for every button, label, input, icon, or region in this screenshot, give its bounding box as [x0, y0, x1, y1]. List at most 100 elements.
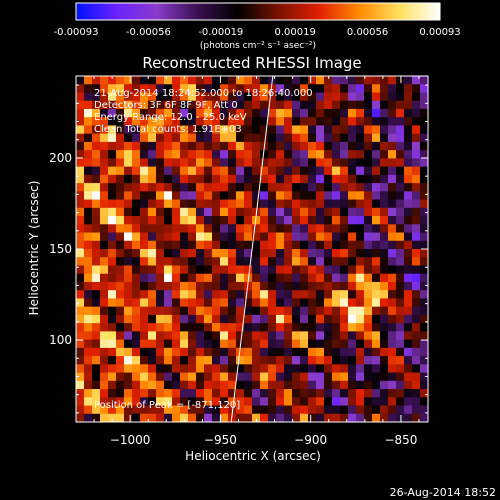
heatmap-cell — [364, 298, 373, 308]
heatmap-cell — [132, 166, 141, 176]
heatmap-cell — [116, 150, 125, 159]
heatmap-cell — [316, 207, 325, 217]
heatmap-cell — [356, 141, 365, 151]
heatmap-cell — [84, 166, 93, 176]
heatmap-cell — [388, 356, 397, 365]
heatmap-cell — [132, 257, 141, 266]
heatmap-cell — [292, 199, 301, 209]
heatmap-cell — [396, 207, 405, 217]
heatmap-cell — [140, 216, 149, 225]
heatmap-cell — [388, 183, 397, 192]
heatmap-cell — [220, 298, 229, 308]
heatmap-cell — [228, 224, 237, 233]
heatmap-cell — [332, 281, 341, 291]
heatmap-cell — [340, 166, 349, 176]
heatmap-cell — [76, 290, 85, 299]
heatmap-cell — [108, 314, 117, 324]
heatmap-cell — [228, 207, 237, 217]
heatmap-cell — [412, 273, 421, 283]
heatmap-cell — [332, 372, 341, 382]
heatmap-cell — [92, 347, 101, 357]
heatmap-cell — [308, 141, 317, 151]
heatmap-cell — [276, 150, 285, 159]
heatmap-cell — [236, 413, 245, 422]
heatmap-cell — [76, 84, 85, 93]
heatmap-cell — [188, 281, 197, 291]
heatmap-cell — [412, 298, 421, 308]
heatmap-cell — [132, 298, 141, 308]
heatmap-cell — [252, 364, 261, 373]
heatmap-cell — [308, 207, 317, 217]
heatmap-cell — [372, 141, 381, 151]
heatmap-cell — [364, 133, 373, 143]
heatmap-cell — [196, 207, 205, 217]
heatmap-cell — [196, 76, 205, 85]
heatmap-cell — [260, 183, 269, 192]
heatmap-cell — [188, 191, 197, 200]
heatmap-cell — [172, 232, 181, 242]
heatmap-cell — [108, 183, 117, 192]
heatmap-cell — [324, 141, 333, 151]
heatmap-cell — [156, 364, 165, 373]
heatmap-cell — [252, 413, 261, 422]
heatmap-cell — [300, 125, 309, 135]
heatmap-cell — [236, 158, 245, 168]
heatmap-cell — [204, 298, 213, 308]
heatmap-cell — [308, 257, 317, 266]
heatmap-cell — [284, 240, 293, 250]
heatmap-cell — [404, 240, 413, 250]
heatmap-cell — [124, 306, 133, 316]
heatmap-cell — [108, 331, 117, 341]
heatmap-cell — [316, 314, 325, 324]
heatmap-cell — [100, 273, 109, 283]
heatmap-cell — [420, 281, 428, 291]
heatmap-cell — [276, 372, 285, 382]
heatmap-cell — [268, 347, 277, 357]
heatmap-cell — [252, 339, 261, 349]
heatmap-cell — [420, 380, 428, 390]
heatmap-cell — [116, 290, 125, 299]
heatmap-cell — [324, 117, 333, 126]
heatmap-cell — [260, 364, 269, 373]
heatmap-cell — [180, 397, 189, 406]
heatmap-cell — [300, 323, 309, 332]
heatmap-cell — [276, 364, 285, 373]
heatmap-cell — [84, 174, 93, 184]
heatmap-cell — [292, 150, 301, 159]
heatmap-cell — [276, 92, 285, 102]
heatmap-cell — [308, 224, 317, 233]
heatmap-cell — [228, 174, 237, 184]
heatmap-cell — [132, 133, 141, 143]
heatmap-cell — [380, 125, 389, 135]
heatmap-cell — [252, 108, 261, 118]
heatmap-cell — [100, 249, 109, 258]
heatmap-cell — [124, 133, 133, 143]
heatmap-cell — [196, 199, 205, 209]
heatmap-cell — [116, 257, 125, 266]
heatmap-cell — [388, 240, 397, 250]
heatmap-cell — [132, 207, 141, 217]
heatmap-cell — [268, 273, 277, 283]
heatmap-cell — [292, 339, 301, 349]
heatmap-cell — [348, 100, 357, 110]
heatmap-cell — [340, 380, 349, 390]
heatmap-cell — [276, 331, 285, 341]
heatmap-cell — [132, 100, 141, 110]
heatmap-cell — [116, 397, 125, 406]
heatmap-cell — [260, 405, 269, 415]
heatmap-cell — [116, 413, 125, 422]
heatmap-cell — [316, 224, 325, 233]
heatmap-cell — [228, 281, 237, 291]
heatmap-cell — [212, 150, 221, 159]
heatmap-cell — [228, 339, 237, 349]
heatmap-cell — [124, 389, 133, 398]
heatmap-cell — [220, 397, 229, 406]
heatmap-cell — [92, 125, 101, 135]
heatmap-cell — [340, 100, 349, 110]
heatmap-cell — [364, 92, 373, 102]
heatmap-cell — [324, 166, 333, 176]
heatmap-cell — [236, 372, 245, 382]
heatmap-cell — [372, 265, 381, 275]
heatmap-cell — [300, 117, 309, 126]
heatmap-cell — [348, 249, 357, 258]
